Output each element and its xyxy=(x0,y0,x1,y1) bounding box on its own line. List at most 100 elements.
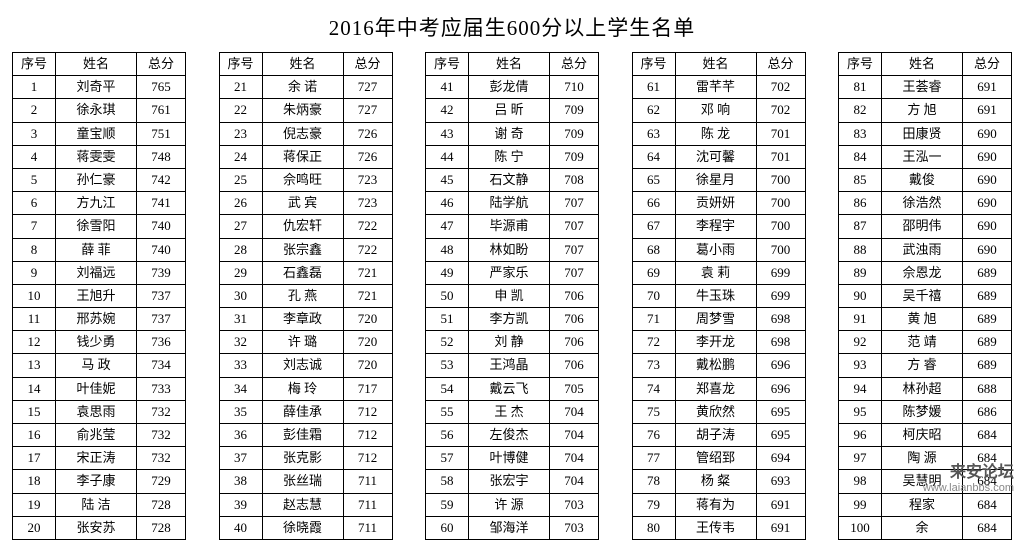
cell-seq: 73 xyxy=(632,354,675,377)
cell-score: 705 xyxy=(550,377,599,400)
cell-name: 刘 静 xyxy=(469,331,550,354)
cell-name: 宋正涛 xyxy=(56,447,137,470)
cell-seq: 15 xyxy=(13,400,56,423)
table-row: 100余684 xyxy=(839,516,1012,539)
table-row: 61雷芊芊702 xyxy=(632,76,805,99)
table-row: 89佘恩龙689 xyxy=(839,261,1012,284)
table-columns-container: 序号姓名总分1刘奇平7652徐永琪7613童宝顺7514蒋雯雯7485孙仁豪74… xyxy=(12,52,1012,540)
cell-score: 742 xyxy=(137,168,186,191)
cell-name: 许 源 xyxy=(469,493,550,516)
cell-score: 722 xyxy=(343,238,392,261)
header-score: 总分 xyxy=(137,53,186,76)
table-row: 51李方凯706 xyxy=(426,308,599,331)
cell-seq: 57 xyxy=(426,447,469,470)
header-name: 姓名 xyxy=(56,53,137,76)
cell-name: 王鸿晶 xyxy=(469,354,550,377)
cell-seq: 9 xyxy=(13,261,56,284)
cell-seq: 31 xyxy=(219,308,262,331)
cell-score: 751 xyxy=(137,122,186,145)
cell-name: 张克影 xyxy=(262,447,343,470)
table-row: 26武 宾723 xyxy=(219,192,392,215)
table-row: 22朱炳豪727 xyxy=(219,99,392,122)
cell-name: 李程宇 xyxy=(675,215,756,238)
cell-seq: 90 xyxy=(839,284,882,307)
cell-score: 702 xyxy=(756,99,805,122)
table-row: 12钱少勇736 xyxy=(13,331,186,354)
table-row: 96柯庆昭684 xyxy=(839,424,1012,447)
table-row: 9刘福远739 xyxy=(13,261,186,284)
cell-name: 申 凯 xyxy=(469,284,550,307)
table-row: 38张丝瑞711 xyxy=(219,470,392,493)
cell-score: 711 xyxy=(343,470,392,493)
cell-name: 佘鸣旺 xyxy=(262,168,343,191)
header-name: 姓名 xyxy=(469,53,550,76)
cell-score: 691 xyxy=(756,493,805,516)
cell-score: 712 xyxy=(343,400,392,423)
cell-seq: 100 xyxy=(839,516,882,539)
cell-seq: 82 xyxy=(839,99,882,122)
table-row: 46陆学航707 xyxy=(426,192,599,215)
table-row: 30孔 燕721 xyxy=(219,284,392,307)
table-row: 33刘志诚720 xyxy=(219,354,392,377)
cell-seq: 20 xyxy=(13,516,56,539)
table-row: 75黄欣然695 xyxy=(632,400,805,423)
table-row: 27仇宏轩722 xyxy=(219,215,392,238)
cell-name: 郑喜龙 xyxy=(675,377,756,400)
table-row: 24蒋保正726 xyxy=(219,145,392,168)
cell-seq: 1 xyxy=(13,76,56,99)
table-row: 20张安苏728 xyxy=(13,516,186,539)
cell-seq: 81 xyxy=(839,76,882,99)
cell-name: 刘奇平 xyxy=(56,76,137,99)
table-row: 50申 凯706 xyxy=(426,284,599,307)
cell-seq: 68 xyxy=(632,238,675,261)
cell-seq: 22 xyxy=(219,99,262,122)
cell-score: 704 xyxy=(550,400,599,423)
cell-seq: 2 xyxy=(13,99,56,122)
cell-name: 田康贤 xyxy=(882,122,963,145)
cell-name: 严家乐 xyxy=(469,261,550,284)
table-row: 11邢苏婉737 xyxy=(13,308,186,331)
table-row: 16俞兆莹732 xyxy=(13,424,186,447)
cell-name: 蒋雯雯 xyxy=(56,145,137,168)
cell-score: 741 xyxy=(137,192,186,215)
cell-seq: 55 xyxy=(426,400,469,423)
cell-name: 彭龙倩 xyxy=(469,76,550,99)
cell-seq: 92 xyxy=(839,331,882,354)
cell-seq: 50 xyxy=(426,284,469,307)
cell-score: 707 xyxy=(550,215,599,238)
cell-seq: 3 xyxy=(13,122,56,145)
cell-score: 693 xyxy=(756,470,805,493)
cell-name: 薛佳承 xyxy=(262,400,343,423)
cell-seq: 74 xyxy=(632,377,675,400)
table-row: 17宋正涛732 xyxy=(13,447,186,470)
cell-seq: 72 xyxy=(632,331,675,354)
header-seq: 序号 xyxy=(426,53,469,76)
cell-score: 706 xyxy=(550,284,599,307)
cell-seq: 23 xyxy=(219,122,262,145)
table-row: 83田康贤690 xyxy=(839,122,1012,145)
table-row: 62邓 响702 xyxy=(632,99,805,122)
cell-name: 王荟睿 xyxy=(882,76,963,99)
cell-seq: 60 xyxy=(426,516,469,539)
cell-score: 712 xyxy=(343,447,392,470)
cell-name: 孔 燕 xyxy=(262,284,343,307)
table-row: 92范 靖689 xyxy=(839,331,1012,354)
cell-name: 柯庆昭 xyxy=(882,424,963,447)
cell-name: 李方凯 xyxy=(469,308,550,331)
cell-seq: 39 xyxy=(219,493,262,516)
cell-score: 726 xyxy=(343,122,392,145)
table-row: 82方 旭691 xyxy=(839,99,1012,122)
table-row: 48林如盼707 xyxy=(426,238,599,261)
cell-seq: 12 xyxy=(13,331,56,354)
cell-score: 700 xyxy=(756,168,805,191)
table-row: 58张宏宇704 xyxy=(426,470,599,493)
table-row: 90吴千禧689 xyxy=(839,284,1012,307)
cell-seq: 75 xyxy=(632,400,675,423)
score-table: 序号姓名总分21余 诺72722朱炳豪72723倪志豪72624蒋保正72625… xyxy=(219,52,393,540)
table-row: 72李开龙698 xyxy=(632,331,805,354)
cell-score: 701 xyxy=(756,122,805,145)
table-row: 31李章政720 xyxy=(219,308,392,331)
cell-seq: 78 xyxy=(632,470,675,493)
table-row: 55王 杰704 xyxy=(426,400,599,423)
cell-score: 740 xyxy=(137,215,186,238)
